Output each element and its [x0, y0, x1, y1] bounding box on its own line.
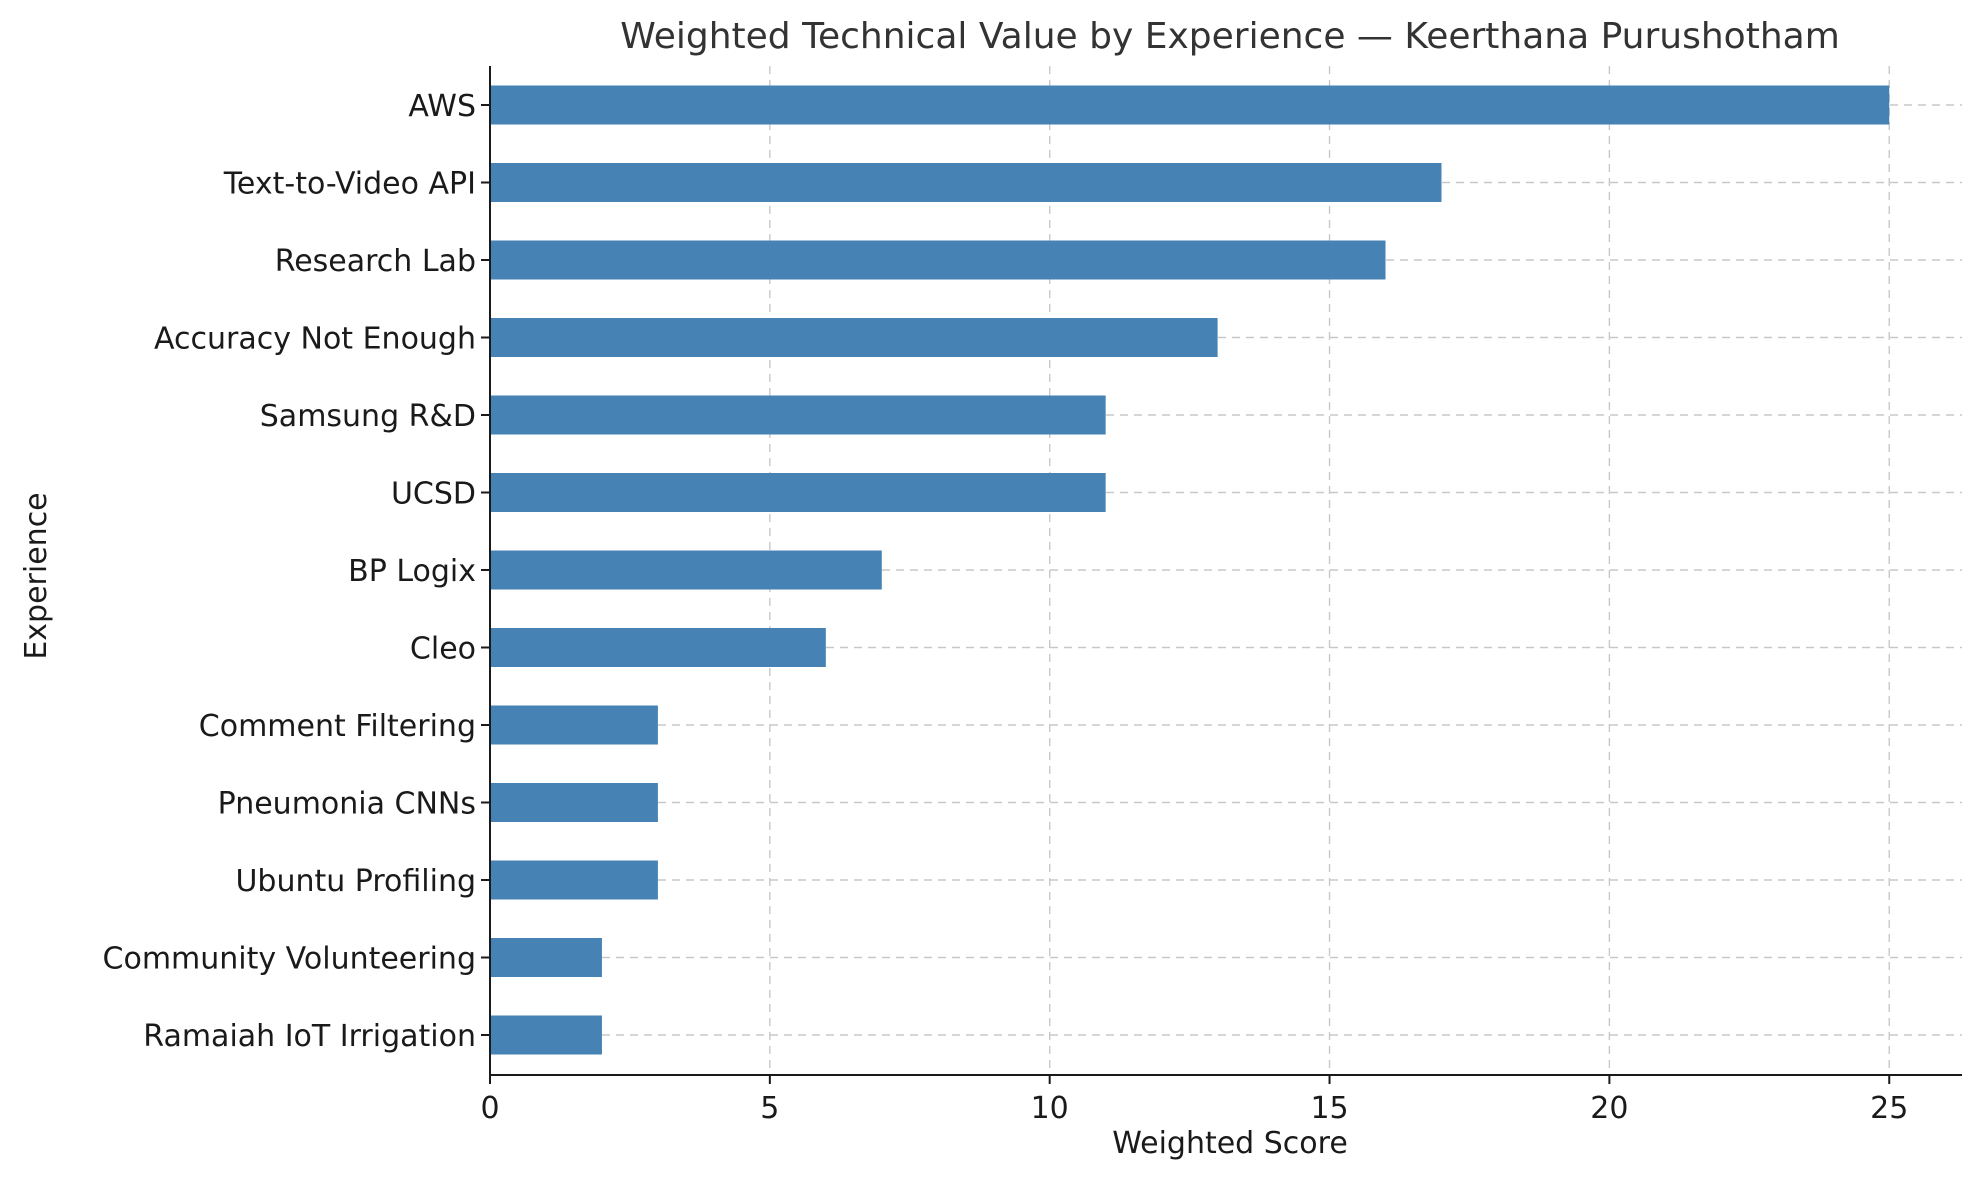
bars-layer	[490, 85, 1890, 1055]
y-tick-label: Community Volunteering	[103, 942, 476, 977]
bar	[490, 473, 1106, 512]
bar	[490, 628, 826, 667]
y-axis-label: Experience	[19, 492, 54, 659]
x-tick-label: 5	[760, 1091, 779, 1126]
y-tick-label: Accuracy Not Enough	[154, 322, 476, 357]
y-tick-label: Research Lab	[275, 244, 476, 279]
y-tick-label: Comment Filtering	[199, 709, 476, 744]
y-tick-label: Text-to-Video API	[223, 167, 476, 202]
bar	[490, 318, 1218, 357]
bar	[490, 860, 658, 900]
bar	[490, 705, 658, 745]
y-tick-label: Ramaiah IoT Irrigation	[143, 1019, 476, 1054]
ticks-layer: 0 5 10 15 20 25 AWS Text-to-Video API Research L…	[103, 89, 1909, 1126]
chart-title: Weighted Technical Value by Experience —…	[620, 16, 1840, 57]
x-tick-label: 0	[480, 1091, 499, 1126]
y-tick-label: Samsung R&D	[260, 399, 476, 434]
bar	[490, 938, 602, 977]
bar	[490, 550, 882, 590]
bar	[490, 1015, 602, 1055]
x-tick-label: 25	[1870, 1091, 1908, 1126]
y-tick-label: UCSD	[391, 477, 476, 512]
y-tick-label: BP Logix	[348, 554, 476, 589]
x-tick-label: 20	[1590, 1091, 1628, 1126]
x-tick-label: 10	[1031, 1091, 1069, 1126]
x-axis-label: Weighted Score	[1112, 1126, 1348, 1161]
bar	[490, 85, 1890, 125]
y-tick-label: Ubuntu Profiling	[235, 864, 476, 899]
y-tick-label: AWS	[408, 89, 476, 124]
y-tick-label: Cleo	[410, 632, 476, 667]
bar	[490, 783, 658, 822]
y-tick-label: Pneumonia CNNs	[218, 787, 476, 822]
bar	[490, 163, 1442, 202]
bar	[490, 395, 1106, 435]
bar	[490, 240, 1386, 280]
x-tick-label: 15	[1310, 1091, 1348, 1126]
